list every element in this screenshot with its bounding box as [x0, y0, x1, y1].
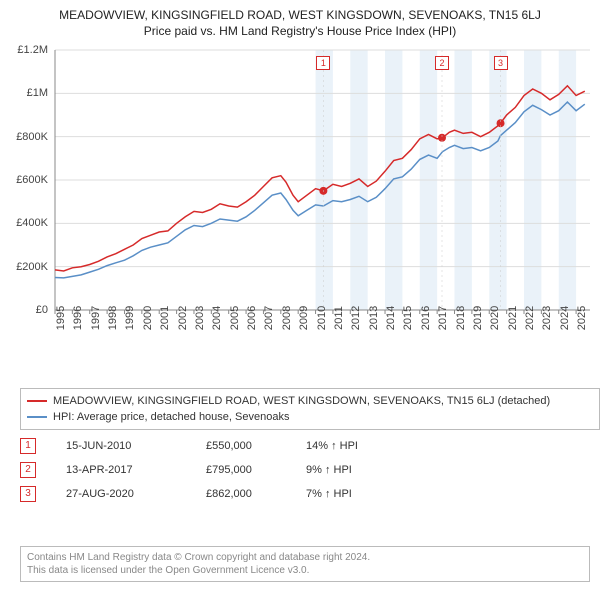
- sale-price: £862,000: [206, 488, 306, 500]
- legend-swatch-property: [27, 400, 47, 402]
- x-axis-label: 2025: [576, 306, 600, 330]
- sale-delta: 9% ↑ HPI: [306, 464, 426, 476]
- legend-swatch-hpi: [27, 416, 47, 418]
- sale-row: 3 27-AUG-2020 £862,000 7% ↑ HPI: [20, 482, 590, 506]
- sale-delta: 7% ↑ HPI: [306, 488, 426, 500]
- y-axis-label: £1M: [3, 87, 48, 99]
- chart-area: £0£200K£400K£600K£800K£1M£1.2M 199519961…: [0, 40, 600, 380]
- sale-price: £795,000: [206, 464, 306, 476]
- legend-row-hpi: HPI: Average price, detached house, Seve…: [27, 409, 593, 425]
- chart-marker-badge: 2: [435, 56, 449, 70]
- chart-marker-badge: 1: [316, 56, 330, 70]
- sale-badge: 2: [20, 462, 36, 478]
- sale-row: 2 13-APR-2017 £795,000 9% ↑ HPI: [20, 458, 590, 482]
- footer-line2: This data is licensed under the Open Gov…: [27, 564, 583, 577]
- sale-date: 15-JUN-2010: [66, 440, 206, 452]
- sales-table: 1 15-JUN-2010 £550,000 14% ↑ HPI 2 13-AP…: [20, 434, 590, 506]
- y-axis-label: £1.2M: [3, 44, 48, 56]
- legend-box: MEADOWVIEW, KINGSINGFIELD ROAD, WEST KIN…: [20, 388, 600, 430]
- y-axis-label: £0: [3, 304, 48, 316]
- footer-line1: Contains HM Land Registry data © Crown c…: [27, 551, 583, 564]
- sale-price: £550,000: [206, 440, 306, 452]
- sale-row: 1 15-JUN-2010 £550,000 14% ↑ HPI: [20, 434, 590, 458]
- sale-badge: 3: [20, 486, 36, 502]
- y-axis-label: £200K: [3, 261, 48, 273]
- legend-text-hpi: HPI: Average price, detached house, Seve…: [53, 411, 289, 423]
- sale-date: 27-AUG-2020: [66, 488, 206, 500]
- y-axis-label: £600K: [3, 174, 48, 186]
- chart-marker-badge: 3: [494, 56, 508, 70]
- footer-box: Contains HM Land Registry data © Crown c…: [20, 546, 590, 582]
- chart-title-address: MEADOWVIEW, KINGSINGFIELD ROAD, WEST KIN…: [10, 8, 590, 22]
- y-axis-label: £800K: [3, 131, 48, 143]
- legend-row-property: MEADOWVIEW, KINGSINGFIELD ROAD, WEST KIN…: [27, 393, 593, 409]
- legend-text-property: MEADOWVIEW, KINGSINGFIELD ROAD, WEST KIN…: [53, 395, 550, 407]
- sale-badge: 1: [20, 438, 36, 454]
- sale-delta: 14% ↑ HPI: [306, 440, 426, 452]
- chart-title-sub: Price paid vs. HM Land Registry's House …: [10, 24, 590, 38]
- sale-date: 13-APR-2017: [66, 464, 206, 476]
- y-axis-label: £400K: [3, 217, 48, 229]
